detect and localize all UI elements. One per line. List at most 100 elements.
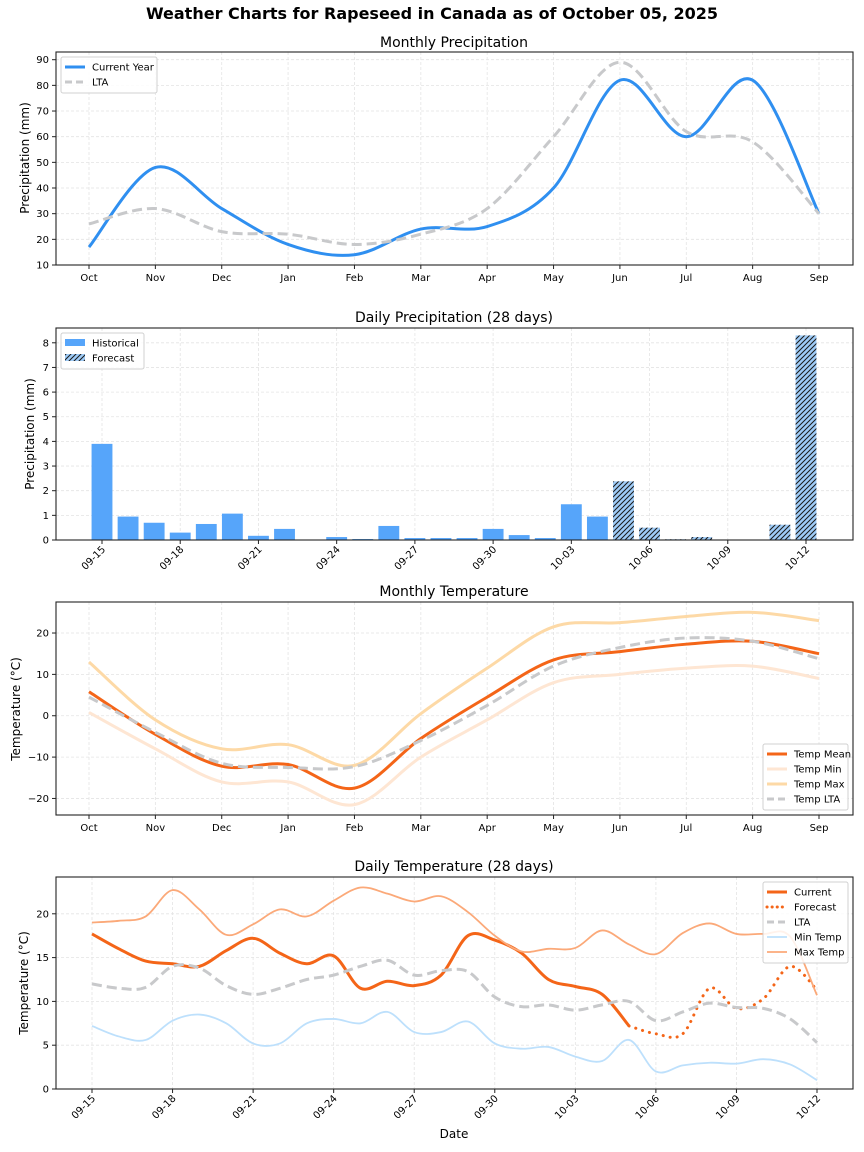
y-tick-label: 20 <box>36 629 49 640</box>
daily-precipitation-chart: Daily Precipitation (28 days) Precipitat… <box>23 310 854 573</box>
x-tick-label: Dec <box>212 273 231 284</box>
historical-bar <box>169 532 191 540</box>
grid <box>56 328 853 541</box>
historical-bar <box>456 538 478 540</box>
legend-label: Historical <box>92 339 139 350</box>
x-tick-label: 09-21 <box>236 544 264 572</box>
series-line-forecast <box>627 964 819 1039</box>
y-tick-label: 40 <box>36 184 49 195</box>
y-tick-label: 70 <box>36 107 49 118</box>
x-tick-label: 10-06 <box>634 1093 662 1121</box>
historical-bar <box>143 522 165 540</box>
x-tick-label: Dec <box>212 823 231 834</box>
historical-bar <box>560 504 582 540</box>
x-axis-label: Date <box>440 1127 469 1141</box>
y-tick-label: −10 <box>28 753 49 764</box>
series-line-current-year <box>87 77 821 257</box>
x-tick-label: 10-09 <box>714 1093 742 1121</box>
legend-box <box>762 881 849 964</box>
legend-label: Forecast <box>794 903 836 914</box>
y-tick-label: 5 <box>43 1041 49 1052</box>
y-tick-label: −20 <box>28 794 49 805</box>
legend-label: Temp Mean <box>793 750 851 761</box>
x-tick-label: Jan <box>279 823 295 834</box>
historical-bar <box>326 537 348 540</box>
series-line-lta <box>91 958 819 1044</box>
y-tick-label: 90 <box>36 55 49 66</box>
axes-frame <box>55 876 854 1090</box>
plot-area <box>91 886 819 1082</box>
forecast-bar <box>613 481 634 540</box>
series-line-min-temp <box>91 1011 818 1082</box>
historical-bar <box>221 513 243 540</box>
legend-label: Max Temp <box>794 948 845 959</box>
historical-bar <box>508 535 530 540</box>
x-tick-label: 09-24 <box>314 544 342 572</box>
x-tick-label: 10-03 <box>549 544 577 572</box>
legend-label: LTA <box>92 78 109 89</box>
legend-swatch <box>65 339 85 346</box>
historical-bar <box>91 443 113 540</box>
legend-label: Current Year <box>92 63 155 74</box>
y-tick-label: 30 <box>36 209 49 220</box>
x-tick-label: Mar <box>411 823 431 834</box>
legend: Current Forecast LTA Min Temp Max Temp <box>762 881 849 964</box>
legend: Current Year LTA <box>60 56 158 94</box>
legend-label: Current <box>794 888 832 899</box>
y-tick-label: 6 <box>43 388 49 399</box>
x-tick-label: 09-30 <box>471 544 499 572</box>
historical-bar <box>586 516 608 540</box>
chart-title: Monthly Temperature <box>379 584 528 600</box>
y-tick-label: 60 <box>36 132 49 143</box>
plot-area <box>88 610 820 807</box>
y-tick-label: 8 <box>43 338 49 349</box>
y-tick-label: 0 <box>43 536 49 547</box>
y-tick-label: 20 <box>36 235 49 246</box>
x-tick-label: Nov <box>146 273 166 284</box>
x-tick-label: 09-15 <box>70 1093 98 1121</box>
legend-label: LTA <box>794 918 811 929</box>
y-axis-label: Temperature (°C) <box>9 657 23 762</box>
grid <box>56 877 853 1090</box>
x-tick-label: 09-27 <box>392 1093 420 1121</box>
x-tick-label: Aug <box>743 273 763 284</box>
grid <box>56 602 853 815</box>
x-tick-label: Feb <box>346 273 364 284</box>
x-tick-label: Jul <box>679 823 692 834</box>
x-tick-label: 10-09 <box>706 544 734 572</box>
legend: Temp Mean Temp Min Temp Max Temp LTA <box>762 743 851 811</box>
series-line-temp-mean <box>88 639 820 791</box>
y-tick-label: 5 <box>43 412 49 423</box>
historical-bar <box>378 525 400 540</box>
y-axis-label: Precipitation (mm) <box>18 102 32 214</box>
x-tick-label: Jun <box>611 823 628 834</box>
series-line-temp-lta <box>88 636 820 771</box>
chart-title: Daily Temperature (28 days) <box>354 859 553 875</box>
y-tick-label: 7 <box>43 363 49 374</box>
legend-swatch <box>65 354 85 361</box>
y-tick-label: 2 <box>43 486 49 497</box>
legend-label: Temp LTA <box>793 795 840 806</box>
forecast-bar <box>639 527 660 540</box>
x-tick-label: Apr <box>479 273 497 284</box>
y-tick-label: 50 <box>36 158 49 169</box>
y-tick-label: 1 <box>43 511 49 522</box>
x-tick-label: Oct <box>80 273 97 284</box>
legend-box <box>762 743 849 811</box>
historical-bar <box>482 528 504 540</box>
y-tick-label: 0 <box>43 1085 49 1096</box>
x-tick-label: Mar <box>411 273 431 284</box>
historical-bar <box>248 535 269 540</box>
chart-title: Daily Precipitation (28 days) <box>355 310 553 326</box>
x-tick-label: Aug <box>743 823 763 834</box>
x-tick-label: Sep <box>810 823 829 834</box>
legend-label: Forecast <box>92 354 134 365</box>
monthly-precipitation-chart: Monthly Precipitation Precipitation (mm)… <box>18 35 854 284</box>
historical-bar <box>430 538 452 540</box>
x-tick-label: Oct <box>80 823 97 834</box>
x-tick-label: 09-30 <box>473 1093 501 1121</box>
x-tick-label: Nov <box>146 823 166 834</box>
x-tick-label: 09-18 <box>158 544 186 572</box>
x-tick-label: 10-03 <box>553 1093 581 1121</box>
